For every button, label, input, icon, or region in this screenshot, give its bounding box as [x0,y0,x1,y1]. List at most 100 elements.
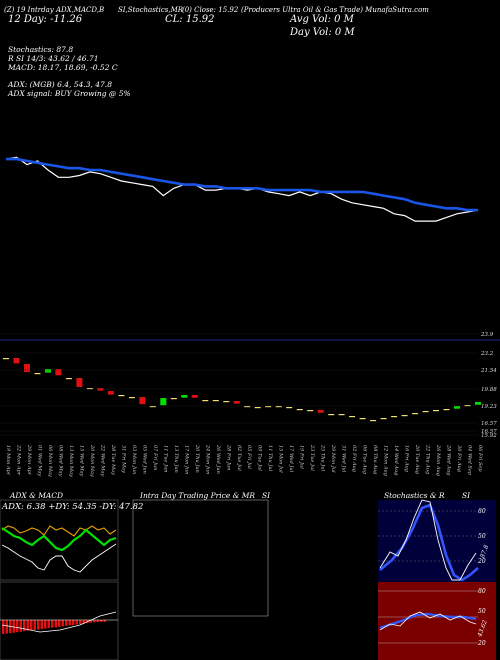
stoch-k-line [379,499,477,581]
adx-panel-title: ADX & MACD [10,491,64,500]
candle [265,406,272,408]
date-tick-label: 28 Tue May [110,444,116,475]
candle [202,400,209,402]
stoch-lines [378,499,479,582]
stoch-panel-title: Stochastics & R [384,491,445,500]
price-tick-label: 16.57 [481,429,497,435]
price-line-chart [5,156,479,222]
candle [118,395,125,397]
adx-panel [0,499,119,581]
rsi-axis-50: 50 [478,608,486,615]
intraday-panel [132,499,269,617]
macd-bar [16,620,19,633]
date-tick-label: 15 Wed May [78,445,84,477]
candle [391,416,398,418]
adx-panel-values: ADX: 6.38 +DY: 54.35 -DY: 47.82 [2,502,144,512]
date-tick-label: 17 Wed Jul [288,445,294,473]
macd-bar [2,620,5,634]
date-tick-label: 06 Tue Aug [362,445,368,474]
macd-bar [47,620,50,629]
macd-signal-line [1,611,117,633]
stochastics-text: Stochastics: 87.8 [8,45,74,54]
price-tick-label: 21.54 [480,368,497,374]
candle [13,358,20,364]
header-close: (0) Close: 15.92 [182,6,239,14]
date-tick-label: 11 Tue Jun [162,445,168,473]
macd-bar [30,620,33,631]
date-tick-label: 09 Tue Jul [257,445,263,471]
candle [55,369,62,376]
date-tick-label: 08 Wed May [57,445,63,477]
date-tick-label: 02 Fri Aug [351,445,357,472]
macd-bars [0,611,118,634]
date-tick-label: 26 Mon Aug [435,444,441,476]
header-company: (Producers Ultra Oil & Gas Trade) Munafa… [241,6,429,14]
date-tick-label: 20 Mon May [89,444,95,477]
adx-line [1,543,117,573]
price-tick-label: 16.57 [481,421,497,427]
date-tick-label: 25 Thu Jul [320,444,326,472]
date-tick-label: 03 Mon Jun [131,445,137,474]
candle [433,410,439,412]
macd-bar [40,620,43,630]
date-tick-label: 20 Thu Jun [194,444,200,473]
date-tick-label: 08 Thu Aug [372,445,378,474]
moving-average-line [6,157,478,212]
candle [191,395,198,398]
macd-bar [58,620,61,627]
candle [45,369,51,373]
macd-bar [75,620,78,625]
rsi-lines [378,590,478,644]
candle [286,407,293,409]
macd-bar [54,620,57,628]
date-tick-label: 04 Wed Sep [467,445,473,476]
date-tick-label: 14 Wed Aug [393,445,399,475]
stoch-axis-50: 50 [478,533,486,540]
rsi-axis-80: 80 [478,588,486,595]
candle [24,364,30,373]
date-tick-label: 05 Wed Jun [141,445,147,474]
adx-text: ADX: (MGB) 6.4, 54.3, 47.8 [8,80,112,89]
candle [422,411,429,413]
date-tick-label: 17 Mon Jun [183,445,189,474]
candle [139,397,146,405]
macd-bar [61,620,64,627]
candle [454,406,460,409]
candle [149,406,156,408]
candle [370,420,377,422]
date-tick-label: 19 Mon Apr [5,445,11,476]
date-tick-label: 05 Fri Jul [246,445,252,469]
date-tick-label: 30 Fri Aug [456,445,462,472]
header-day-change: 12 Day: -11.26 [8,14,83,25]
candle [160,398,167,406]
date-tick-label: 01 Wed May [37,445,43,477]
rsi-smooth-line [379,612,477,630]
candle [307,410,314,412]
date-tick-label: 22 Thu Aug [425,444,431,474]
date-tick-label: 29 Mon Jul [330,444,336,473]
price-tick-label: 19.88 [481,387,497,393]
date-tick-label: 02 Tue Jul [236,445,242,471]
macd-bar [5,620,8,634]
price-tick-label: 23.9 [480,332,494,338]
macd-bar [72,620,75,625]
date-tick-label: 19 Fri Jul [299,445,305,469]
date-axis: 19 Mon Apr 22 Mon Apr 29 Mon Apr 01 Wed May… [5,444,483,477]
rsi-text: R SI 14/3: 43.62 / 46.71 [8,54,99,63]
macd-bar [12,620,15,633]
adx-signal-text: ADX signal: BUY Growing @ 5% [8,89,131,98]
candle [401,415,408,417]
intraday-panel-si: SI [262,491,271,500]
date-tick-label: 22 Mon Apr [16,444,22,476]
candle [65,378,72,380]
candle [34,373,41,375]
macd-bar [68,620,71,626]
candle [464,405,471,407]
macd-bar [51,620,54,628]
date-tick-label: 24 Mon Jun [204,444,210,474]
macd-bar [33,620,36,630]
candle [244,406,251,408]
macd-bar [82,620,85,624]
intraday-panel-title: Intra Day Trading Price & MR [140,491,256,500]
